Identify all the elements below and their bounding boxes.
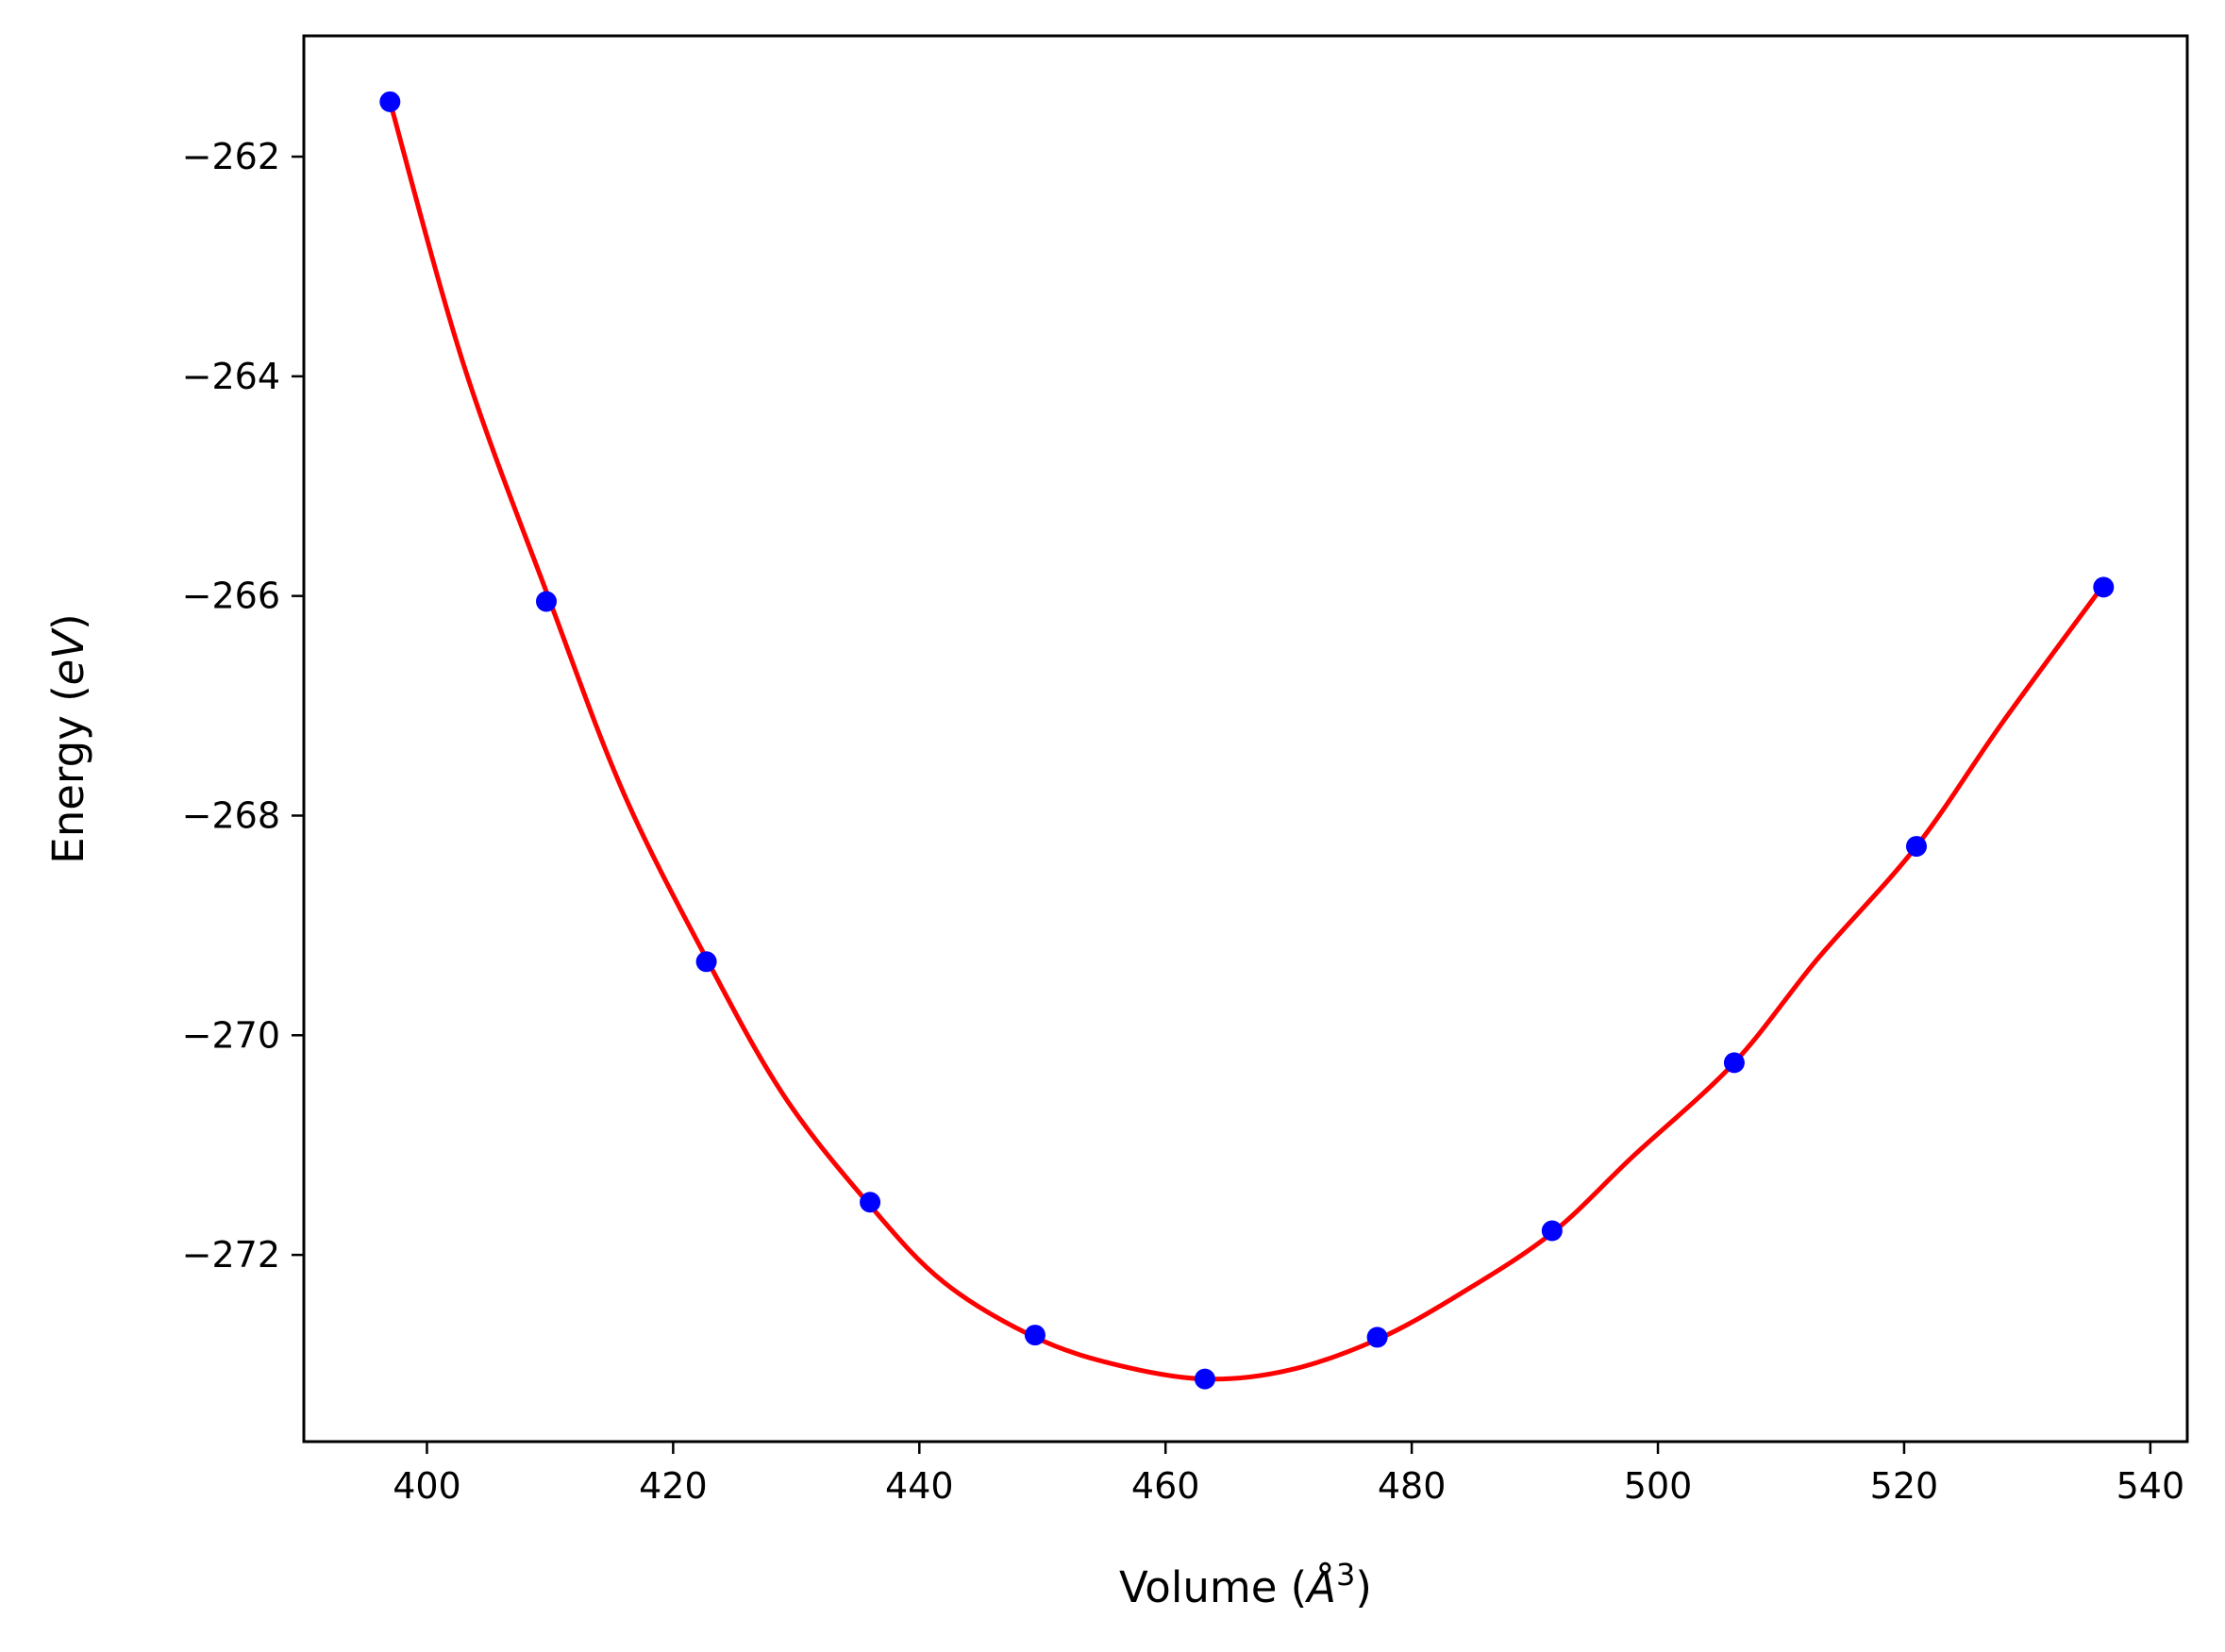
axis-ticks-layer: 400 420 440 460 480 500 520 540 −262 −264 −266 −268…: [182, 136, 2185, 1507]
data-point: [1905, 836, 1927, 858]
x-axis-title: Volume (Å3): [1119, 1557, 1372, 1612]
y-tick-label: −264: [182, 356, 280, 397]
y-axis-title-text: Energy (: [43, 685, 93, 863]
y-tick-label: −272: [182, 1234, 280, 1276]
y-axis-title: Energy (eV): [43, 613, 93, 863]
y-tick-label: −266: [182, 576, 280, 617]
x-tick-label: 400: [393, 1465, 461, 1507]
x-axis-title-close: ): [1355, 1562, 1372, 1612]
fit-curve-layer: [387, 99, 2106, 1382]
x-tick-label: 480: [1378, 1465, 1447, 1507]
y-axis-title-unit: eV: [43, 627, 93, 686]
data-point: [1194, 1368, 1215, 1390]
x-tick-label: 440: [885, 1465, 954, 1507]
y-axis-title-close: ): [43, 613, 93, 630]
y-tick-label: −270: [182, 1014, 280, 1056]
x-tick-label: 540: [2116, 1465, 2185, 1507]
data-point: [860, 1192, 881, 1213]
data-point: [379, 91, 401, 112]
data-point: [536, 591, 558, 612]
x-axis-title-text: Volume (: [1119, 1562, 1307, 1612]
plot-frame: [302, 34, 2189, 1443]
data-point: [1024, 1325, 1046, 1346]
data-point: [1366, 1327, 1388, 1348]
x-tick-label: 420: [639, 1465, 708, 1507]
x-tick-label: 520: [1870, 1465, 1939, 1507]
x-axis-title-superscript: 3: [1336, 1557, 1355, 1593]
data-points-layer: [379, 91, 2115, 1390]
y-tick-label: −262: [182, 136, 280, 177]
x-tick-label: 460: [1131, 1465, 1200, 1507]
y-tick-label: −268: [182, 794, 280, 836]
data-point: [2093, 576, 2115, 598]
x-tick-label: 500: [1624, 1465, 1693, 1507]
fit-curve-line: [387, 99, 2106, 1382]
data-point: [1541, 1220, 1563, 1242]
x-axis-title-unit: Å: [1304, 1562, 1336, 1612]
data-point: [695, 951, 717, 973]
data-point: [1723, 1052, 1745, 1074]
